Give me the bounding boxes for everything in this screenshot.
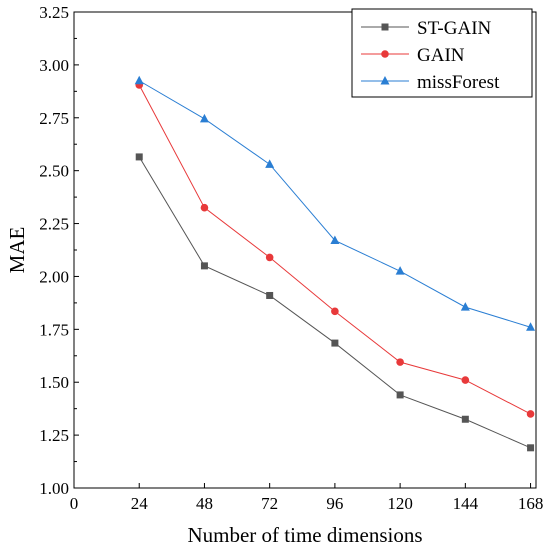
y-tick-label: 1.75	[39, 320, 69, 339]
data-point	[396, 391, 404, 399]
data-point	[199, 113, 209, 123]
series-line	[138, 156, 531, 449]
series-line	[138, 80, 531, 328]
y-tick-label: 1.00	[39, 479, 69, 498]
legend: ST-GAIN GAIN missForest	[351, 8, 533, 98]
data-point	[460, 302, 470, 311]
legend-label: missForest	[417, 72, 500, 93]
data-point	[526, 322, 536, 331]
data-point	[461, 415, 469, 423]
y-tick-label: 2.00	[39, 267, 69, 286]
data-point	[200, 203, 209, 212]
data-point	[395, 266, 405, 275]
series-gain	[135, 81, 535, 418]
series-line	[138, 84, 531, 415]
legend-item: missForest	[361, 72, 500, 93]
x-tick-label: 0	[70, 494, 79, 513]
x-tick-label: 24	[131, 494, 149, 513]
data-point	[266, 291, 274, 299]
data-point	[134, 75, 144, 85]
legend-item: ST-GAIN	[361, 18, 492, 39]
series-missforest	[134, 75, 536, 331]
y-ticks: 1.00 1.25 1.50 1.75 2.00 2.25 2.50 2.75 3.00 3.25	[39, 3, 79, 498]
data-point	[331, 307, 339, 316]
series-layer	[134, 75, 536, 452]
legend-marker	[381, 50, 389, 58]
y-tick-label: 2.50	[39, 162, 69, 181]
x-tick-label: 72	[261, 494, 278, 513]
y-axis-title: MAE	[5, 227, 29, 274]
x-tick-label: 48	[196, 494, 213, 513]
data-point	[396, 358, 404, 366]
x-ticks: 0 24 48 72 96 120 144 168	[70, 483, 544, 513]
data-point	[135, 153, 143, 161]
x-tick-label: 144	[453, 494, 479, 513]
series-st-gain	[135, 153, 535, 452]
data-point	[265, 159, 275, 168]
x-axis-title: Number of time dimensions	[187, 523, 422, 547]
data-point	[330, 235, 340, 244]
data-point	[265, 253, 274, 262]
legend-label: GAIN	[417, 45, 465, 66]
y-tick-label: 2.75	[39, 109, 69, 128]
legend-marker	[380, 76, 390, 85]
x-tick-label: 168	[518, 494, 544, 513]
legend-label: ST-GAIN	[417, 18, 492, 39]
legend-marker	[381, 23, 389, 31]
y-tick-label: 1.25	[39, 426, 69, 445]
y-tick-label: 3.25	[39, 3, 69, 22]
data-point	[526, 410, 535, 418]
y-tick-label: 2.25	[39, 215, 69, 234]
y-tick-label: 1.50	[39, 373, 69, 392]
data-point	[461, 376, 470, 384]
x-tick-label: 96	[326, 494, 343, 513]
legend-item: GAIN	[361, 45, 465, 66]
data-point	[527, 444, 535, 452]
data-point	[331, 339, 339, 347]
x-tick-label: 120	[387, 494, 413, 513]
y-tick-label: 3.00	[39, 56, 69, 75]
data-point	[200, 262, 208, 270]
